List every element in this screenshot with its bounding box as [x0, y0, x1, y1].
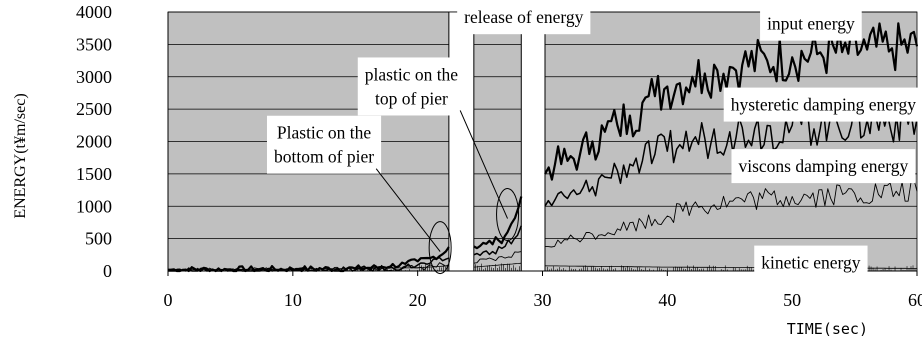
annotation-text: plastic on the	[365, 64, 459, 84]
data-gap-1	[448, 12, 474, 271]
series-line-hysteretic-damping-energy	[473, 225, 522, 257]
annotation-text: release of energy	[464, 7, 583, 27]
y-tick-label-0: 0	[103, 261, 112, 281]
annotation-text: kinetic energy	[761, 253, 861, 273]
annotation-kinetic-energy: kinetic energy	[754, 245, 868, 280]
y-tick-label-500: 500	[85, 229, 112, 249]
x-tick-label-50: 50	[783, 290, 801, 310]
annotation-hysteretic-damping-energy: hysteretic damping energy	[723, 87, 922, 122]
annotation-highlight-ellipse	[428, 221, 452, 275]
annotation-text: hysteretic damping energy	[731, 95, 917, 115]
annotation-release-of-energy: release of energy	[457, 0, 591, 35]
x-tick-label-20: 20	[409, 290, 427, 310]
y-tick-label-2500: 2500	[76, 99, 112, 119]
x-tick-label-60: 60	[908, 290, 922, 310]
annotations: release of energy input energy hysteretic …	[266, 0, 922, 280]
annotation-box	[357, 57, 466, 116]
annotation-box	[266, 115, 382, 174]
annotation-box	[754, 245, 868, 280]
annotation-text: bottom of pier	[274, 147, 374, 167]
annotation-text: input energy	[767, 14, 855, 34]
annotation-plastic-on-the-bottom-of-pier: Plastic on the bottom of pier	[266, 115, 452, 275]
y-tick-label-1500: 1500	[76, 164, 112, 184]
annotation-viscons-damping-energy: viscons damping energy	[731, 149, 916, 184]
series-line-viscons-damping-energy	[473, 251, 522, 264]
y-tick-label-3000: 3000	[76, 67, 112, 87]
y-tick-label-2000: 2000	[76, 132, 112, 152]
annotation-leader-line	[459, 110, 509, 219]
series-line-viscons-damping-energy	[544, 179, 918, 248]
x-axis-label: TIME(sec)	[787, 320, 868, 338]
y-tick-label-3500: 3500	[76, 34, 112, 54]
x-tick-label-30: 30	[534, 290, 552, 310]
annotation-plastic-on-the-top-of-pier: plastic on the top of pier	[357, 57, 520, 242]
annotation-box	[457, 0, 591, 35]
annotation-box	[723, 87, 922, 122]
data-gaps	[448, 12, 546, 271]
series-line-kinetic-energy	[168, 265, 449, 271]
annotation-highlight-ellipse	[496, 188, 520, 242]
annotation-text: Plastic on the	[277, 123, 372, 143]
x-tick-label-10: 10	[284, 290, 302, 310]
data-gap-2	[521, 12, 545, 271]
y-tick-label-1000: 1000	[76, 196, 112, 216]
annotation-text: viscons damping energy	[738, 156, 908, 176]
x-tick-label-40: 40	[658, 290, 676, 310]
annotation-box	[760, 6, 862, 41]
axes: 0 500 1000 1500 2000 2500 3000 3500 4000 0 10 20 30 4…	[76, 2, 922, 310]
series-line-input-energy	[473, 196, 523, 250]
x-tick-label-0: 0	[164, 290, 173, 310]
y-tick-label-4000: 4000	[76, 2, 112, 22]
annotation-box	[731, 149, 916, 184]
y-axis-label: ENERGY(t¥m/sec)	[12, 93, 29, 218]
annotation-text: top of pier	[375, 88, 448, 108]
annotation-input-energy: input energy	[760, 6, 862, 41]
